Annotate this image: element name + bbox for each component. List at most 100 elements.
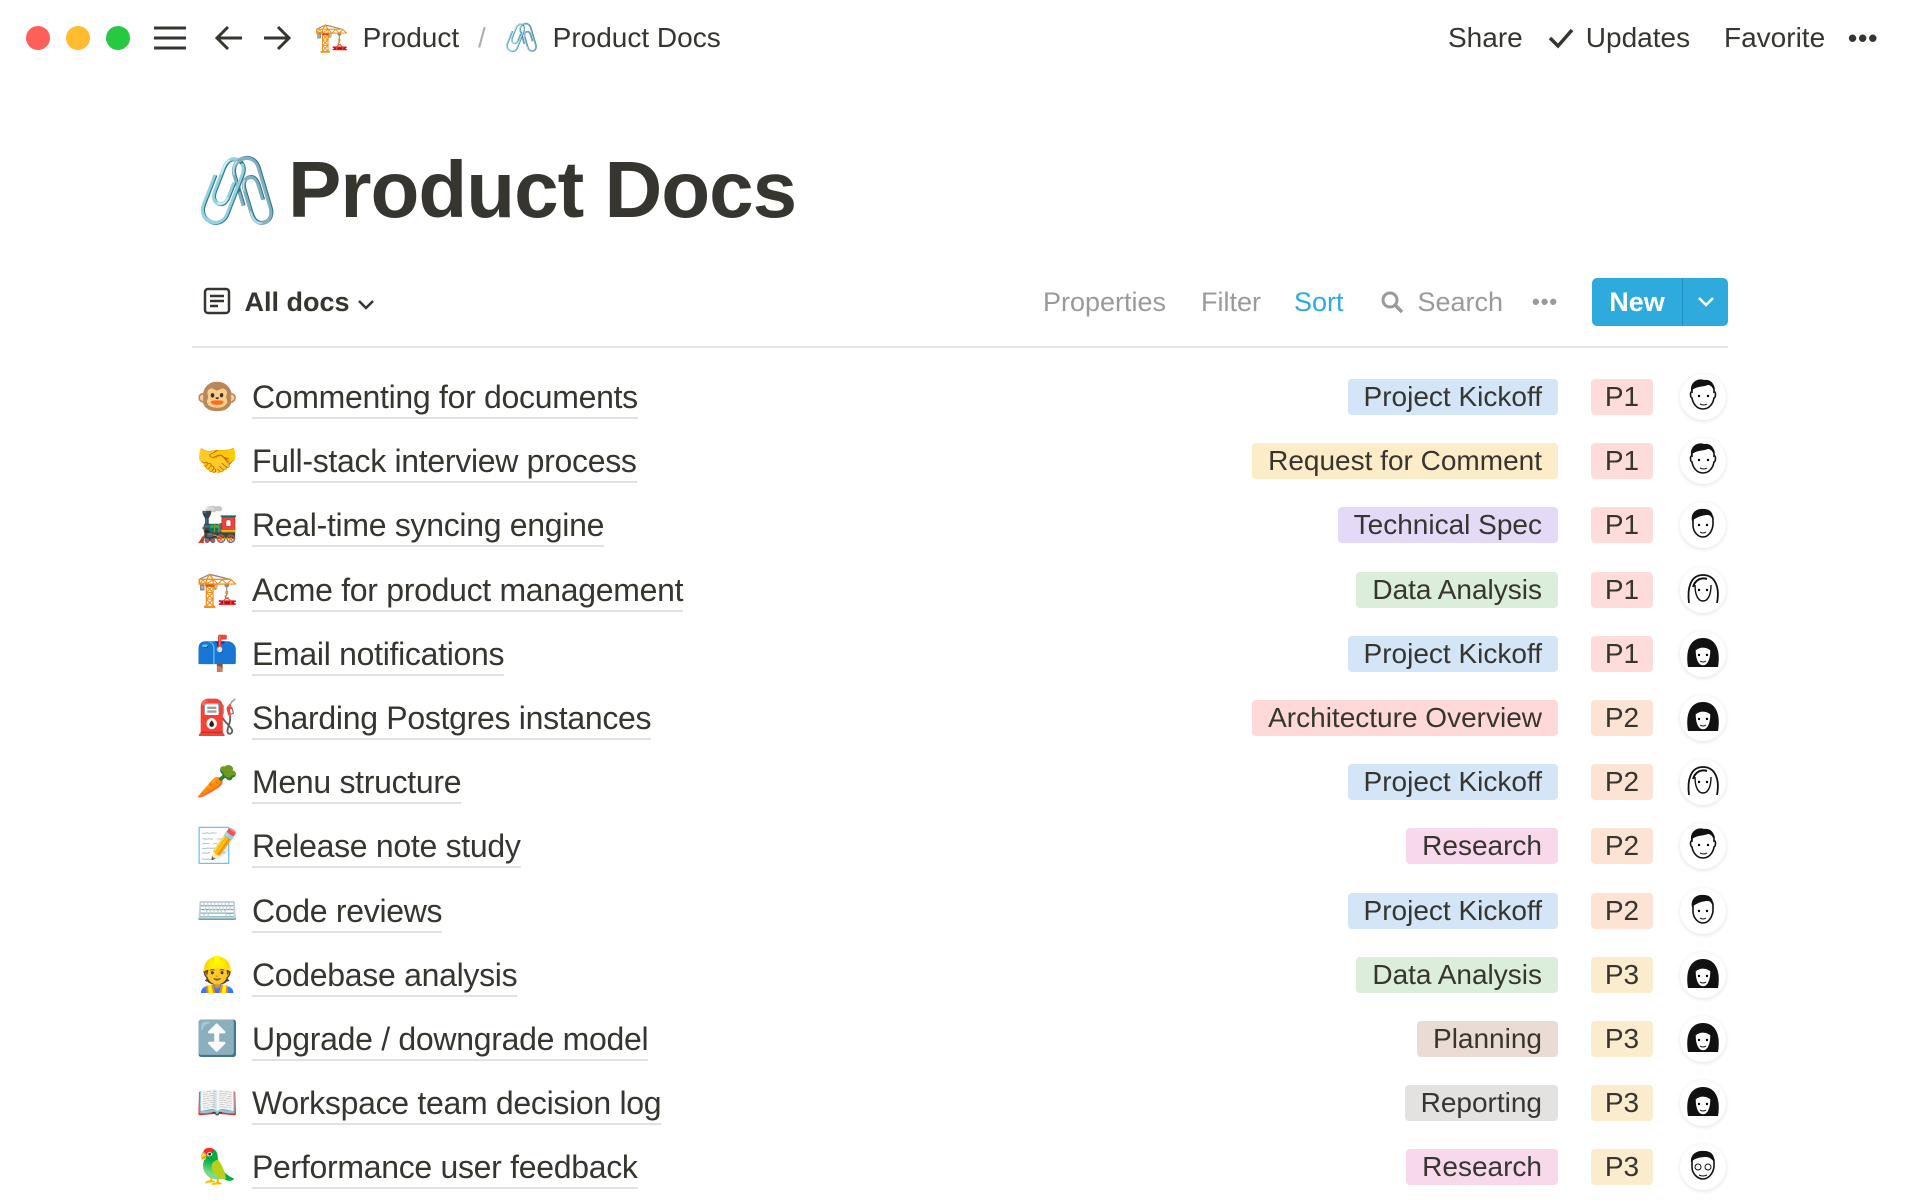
breadcrumb-label: Product Docs: [552, 22, 721, 53]
user-avatar-icon: [1691, 894, 1714, 924]
doc-title-link[interactable]: Email notifications: [252, 634, 505, 676]
doc-type-tag[interactable]: Technical Spec: [1337, 507, 1558, 544]
avatar[interactable]: [1680, 502, 1726, 549]
doc-title-link[interactable]: Performance user feedback: [252, 1147, 638, 1190]
doc-type-tag[interactable]: Project Kickoff: [1347, 892, 1558, 929]
doc-type-tag[interactable]: Project Kickoff: [1347, 635, 1558, 672]
table-row[interactable]: 🚂 Real-time syncing engine Technical Spe…: [192, 497, 1728, 553]
page-title[interactable]: Product Docs: [288, 145, 797, 234]
table-row[interactable]: 🏗️ Acme for product management Data Anal…: [192, 562, 1728, 618]
back-arrow-icon[interactable]: [214, 24, 244, 57]
share-button[interactable]: Share: [1448, 22, 1523, 53]
search-button[interactable]: Search: [1380, 284, 1503, 320]
forward-arrow-icon[interactable]: [262, 24, 292, 57]
filter-button[interactable]: Filter: [1201, 287, 1261, 317]
priority-badge[interactable]: P1: [1591, 507, 1653, 544]
avatar[interactable]: [1680, 1016, 1726, 1062]
page-icon[interactable]: 🖇️: [196, 153, 279, 227]
priority-badge[interactable]: P2: [1591, 764, 1653, 801]
avatar[interactable]: [1680, 1144, 1726, 1191]
doc-type-tag[interactable]: Research: [1406, 828, 1558, 865]
table-row[interactable]: 👷 Codebase analysis Data Analysis P3: [192, 947, 1728, 1003]
priority-badge[interactable]: P3: [1591, 1021, 1653, 1057]
table-row[interactable]: 🤝 Full-stack interview process Request f…: [192, 433, 1728, 489]
user-avatar-icon: [1690, 1151, 1715, 1181]
doc-type-tag[interactable]: Data Analysis: [1356, 571, 1558, 608]
avatar[interactable]: [1680, 1080, 1726, 1127]
updates-button[interactable]: Updates: [1548, 20, 1690, 56]
doc-title-link[interactable]: Upgrade / downgrade model: [252, 1019, 649, 1061]
user-avatar-icon: [1691, 509, 1714, 539]
doc-title-link[interactable]: Menu structure: [252, 762, 462, 805]
doc-type-tag[interactable]: Research: [1406, 1149, 1558, 1186]
doc-title-link[interactable]: Commenting for documents: [252, 377, 638, 419]
user-avatar-icon: [1687, 958, 1719, 988]
user-avatar-icon: [1687, 1023, 1719, 1052]
traffic-close[interactable]: [26, 26, 50, 50]
priority-badge[interactable]: P1: [1591, 571, 1653, 608]
breadcrumb-item-product[interactable]: 🏗️ Product: [314, 20, 459, 56]
table-row[interactable]: 📝 Release note study Research P2: [192, 818, 1728, 874]
priority-badge[interactable]: P1: [1591, 379, 1653, 415]
avatar[interactable]: [1680, 695, 1726, 741]
priority-badge[interactable]: P2: [1591, 700, 1653, 736]
table-row[interactable]: 📫 Email notifications Project Kickoff P1: [192, 626, 1728, 682]
page-emoji-icon: 🚂: [196, 506, 239, 545]
doc-type-tag[interactable]: Project Kickoff: [1347, 764, 1558, 801]
more-view-options-icon[interactable]: •••: [1532, 289, 1559, 314]
doc-type-tag[interactable]: Planning: [1417, 1021, 1558, 1057]
doc-title-link[interactable]: Real-time syncing engine: [252, 505, 604, 548]
priority-badge[interactable]: P3: [1591, 1149, 1653, 1186]
avatar[interactable]: [1680, 887, 1726, 934]
table-row[interactable]: 🐵 Commenting for documents Project Kicko…: [192, 369, 1728, 425]
doc-title-link[interactable]: Code reviews: [252, 891, 443, 933]
user-avatar-icon: [1687, 1087, 1719, 1117]
traffic-minimize[interactable]: [66, 26, 90, 50]
doc-title-link[interactable]: Codebase analysis: [252, 955, 518, 997]
avatar[interactable]: [1680, 951, 1726, 998]
page-emoji-icon: ⌨️: [196, 891, 239, 930]
table-row[interactable]: ⛽ Sharding Postgres instances Architectu…: [192, 690, 1728, 746]
chevron-down-icon: [358, 300, 374, 310]
table-row[interactable]: 🥕 Menu structure Project Kickoff P2: [192, 754, 1728, 810]
sort-button[interactable]: Sort: [1294, 287, 1344, 317]
priority-badge[interactable]: P1: [1591, 635, 1653, 672]
sidebar-menu-icon[interactable]: [154, 26, 186, 50]
doc-title-link[interactable]: Sharding Postgres instances: [252, 698, 652, 740]
avatar[interactable]: [1680, 630, 1726, 677]
doc-title-link[interactable]: Acme for product management: [252, 570, 684, 612]
priority-badge[interactable]: P1: [1591, 443, 1653, 480]
breadcrumb-item-product-docs[interactable]: 🖇️ Product Docs: [504, 20, 721, 56]
table-row[interactable]: 🦜 Performance user feedback Research P3: [192, 1139, 1728, 1195]
doc-type-tag[interactable]: Request for Comment: [1252, 443, 1558, 480]
properties-button[interactable]: Properties: [1043, 287, 1167, 317]
doc-type-tag[interactable]: Data Analysis: [1356, 956, 1558, 993]
table-row[interactable]: 📖 Workspace team decision log Reporting …: [192, 1075, 1728, 1131]
avatar[interactable]: [1680, 566, 1726, 613]
new-dropdown-chevron-icon[interactable]: [1682, 278, 1728, 326]
more-options-icon[interactable]: •••: [1848, 23, 1879, 53]
priority-badge[interactable]: P3: [1591, 956, 1653, 993]
doc-type-tag[interactable]: Project Kickoff: [1347, 379, 1558, 415]
view-selector[interactable]: All docs: [203, 284, 375, 320]
doc-title-link[interactable]: Release note study: [252, 826, 521, 869]
avatar[interactable]: [1680, 374, 1726, 420]
priority-badge[interactable]: P3: [1591, 1085, 1653, 1122]
priority-badge[interactable]: P2: [1591, 828, 1653, 865]
avatar[interactable]: [1680, 759, 1726, 806]
doc-title-link[interactable]: Workspace team decision log: [252, 1083, 662, 1126]
doc-type-tag[interactable]: Architecture Overview: [1252, 700, 1558, 736]
breadcrumb-label: Product: [362, 22, 460, 53]
traffic-maximize[interactable]: [106, 26, 130, 50]
priority-badge[interactable]: P2: [1591, 892, 1653, 929]
table-row[interactable]: ⌨️ Code reviews Project Kickoff P2: [192, 883, 1728, 939]
avatar[interactable]: [1680, 438, 1726, 485]
doc-type-tag[interactable]: Reporting: [1404, 1085, 1558, 1122]
new-button[interactable]: New: [1592, 278, 1728, 326]
favorite-button[interactable]: Favorite: [1724, 22, 1826, 53]
doc-title-link[interactable]: Full-stack interview process: [252, 441, 637, 484]
search-icon: [1381, 291, 1404, 314]
toolbar-divider: [192, 346, 1728, 348]
table-row[interactable]: ↕️ Upgrade / downgrade model Planning P3: [192, 1011, 1728, 1067]
avatar[interactable]: [1680, 823, 1726, 870]
